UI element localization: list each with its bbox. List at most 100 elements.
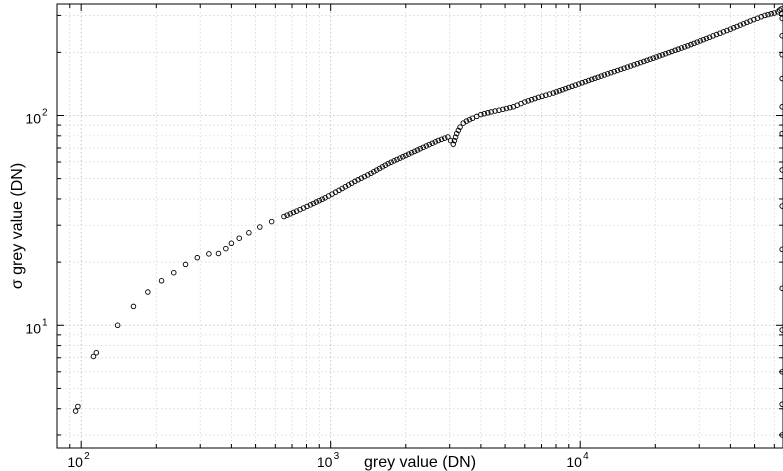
data-point xyxy=(691,40,697,47)
data-point xyxy=(352,178,358,185)
data-point xyxy=(423,143,430,149)
data-point xyxy=(582,78,589,85)
y-tick-label-exponent: 2 xyxy=(42,107,48,118)
data-point xyxy=(503,105,510,112)
data-point xyxy=(371,168,377,175)
data-point xyxy=(405,151,412,157)
data-point xyxy=(637,59,644,66)
data-point xyxy=(685,43,691,49)
data-point xyxy=(779,15,783,22)
data-point xyxy=(420,144,427,151)
data-point xyxy=(496,107,502,113)
data-point xyxy=(779,32,783,39)
data-point xyxy=(543,92,549,98)
data-point xyxy=(284,212,290,218)
data-point xyxy=(310,200,317,207)
data-point xyxy=(621,65,627,71)
plot-frame xyxy=(56,3,783,449)
data-point xyxy=(656,53,663,59)
data-point xyxy=(569,83,575,90)
data-point xyxy=(669,48,675,55)
y-tick-label-exponent: 1 xyxy=(42,317,48,328)
y-tick-label: 10 xyxy=(25,110,41,126)
data-point xyxy=(768,11,774,17)
data-point xyxy=(307,202,314,208)
data-point xyxy=(429,140,436,146)
data-point xyxy=(478,111,484,118)
data-point xyxy=(779,75,783,82)
data-point xyxy=(528,96,535,103)
data-point xyxy=(388,159,394,165)
data-point xyxy=(290,209,297,216)
data-point xyxy=(452,134,459,140)
data-point xyxy=(361,173,368,180)
data-point xyxy=(522,99,528,105)
data-point xyxy=(589,76,595,83)
data-point xyxy=(268,218,275,225)
data-point xyxy=(373,167,380,173)
data-point xyxy=(287,211,294,217)
data-point xyxy=(611,68,617,75)
data-point xyxy=(779,203,783,209)
data-point xyxy=(379,164,386,170)
data-point xyxy=(585,77,592,84)
data-point xyxy=(182,261,189,268)
data-points xyxy=(72,6,783,438)
data-point xyxy=(485,110,491,116)
data-point xyxy=(364,172,371,178)
y-tick-label: 10 xyxy=(25,320,41,336)
data-point xyxy=(539,93,545,100)
data-point xyxy=(666,49,672,56)
data-point xyxy=(316,197,323,204)
data-point xyxy=(601,72,608,78)
data-point xyxy=(659,52,666,58)
data-point xyxy=(713,31,720,38)
data-point xyxy=(706,34,713,41)
data-point xyxy=(744,19,750,26)
data-point xyxy=(435,137,442,144)
data-point xyxy=(681,44,688,50)
data-point xyxy=(194,254,201,261)
data-point xyxy=(417,145,424,152)
data-point xyxy=(647,56,653,62)
data-point xyxy=(562,85,569,92)
data-point xyxy=(171,269,177,276)
data-point xyxy=(778,6,783,12)
data-point xyxy=(779,401,783,408)
data-point xyxy=(481,110,488,117)
data-point xyxy=(400,154,406,160)
data-point xyxy=(650,55,656,61)
data-point xyxy=(678,45,685,51)
data-point xyxy=(662,50,669,57)
data-point xyxy=(75,403,81,410)
data-point xyxy=(592,75,598,82)
data-point xyxy=(215,250,222,257)
data-point xyxy=(734,23,740,30)
data-point xyxy=(376,165,383,172)
data-point xyxy=(717,30,723,36)
data-point xyxy=(576,81,582,87)
data-point xyxy=(779,285,783,292)
data-point xyxy=(535,94,542,101)
data-point xyxy=(426,141,433,148)
data-point xyxy=(408,149,415,156)
data-point xyxy=(281,213,287,220)
data-point xyxy=(414,147,421,153)
x-axis-label: grey value (DN) xyxy=(364,454,476,471)
data-point xyxy=(223,245,229,252)
data-point xyxy=(720,29,727,35)
data-point xyxy=(553,89,560,95)
data-point xyxy=(394,156,400,163)
data-point xyxy=(572,82,579,88)
data-point xyxy=(466,116,473,123)
data-point xyxy=(627,63,634,69)
data-point xyxy=(730,25,737,31)
x-tick-label: 10 xyxy=(566,454,582,470)
data-point xyxy=(737,22,744,28)
data-point xyxy=(93,349,100,356)
data-point xyxy=(411,148,418,155)
data-point xyxy=(145,289,151,295)
data-point xyxy=(631,62,637,68)
data-point xyxy=(445,134,451,140)
data-point xyxy=(257,224,263,230)
